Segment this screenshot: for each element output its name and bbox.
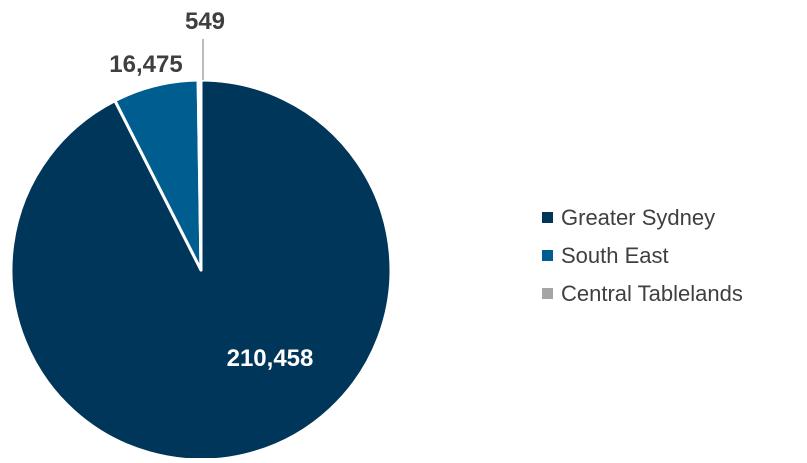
legend-swatch-greater-sydney: [542, 212, 553, 223]
pie-slice-central-tablelands: [196, 78, 203, 272]
pie-slices: [9, 78, 393, 462]
legend-label-south-east: South East: [561, 243, 669, 268]
data-label-south-east: 16,475: [109, 51, 182, 78]
data-label-greater-sydney: 210,458: [227, 345, 314, 372]
legend-swatch-south-east: [542, 250, 553, 261]
data-label-central-tablelands: 549: [185, 8, 225, 35]
legend-label-greater-sydney: Greater Sydney: [561, 205, 715, 230]
legend-label-central-tablelands: Central Tablelands: [561, 281, 743, 306]
legend-swatch-central-tablelands: [542, 288, 553, 299]
legend: Greater Sydney South East Central Tablelan…: [542, 205, 743, 306]
